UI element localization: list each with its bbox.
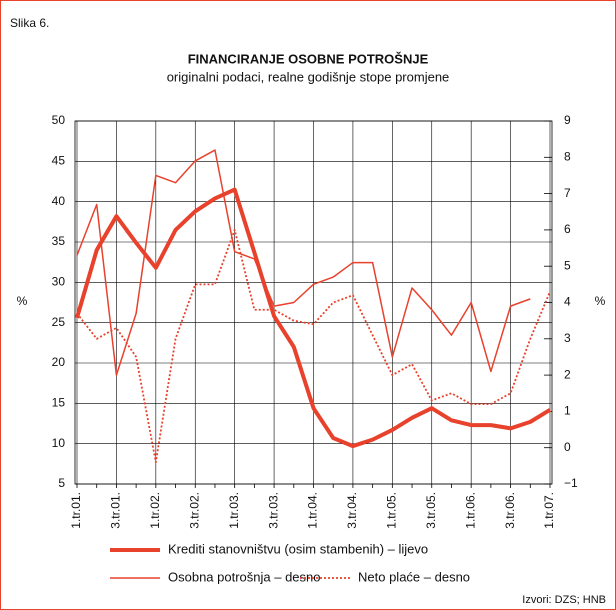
y2-tick-label: −1	[564, 476, 578, 490]
y2-tick-label: 7	[564, 186, 571, 200]
y-axis-label: %	[17, 294, 28, 308]
y2-tick-label: 4	[564, 295, 571, 309]
y2-tick-label: 8	[564, 149, 571, 163]
x-tick-label: 3.tr.06.	[503, 492, 517, 529]
x-tick-label: 3.tr.03.	[266, 492, 280, 529]
y2-tick-label: 1	[564, 404, 571, 418]
y2-tick-label: 3	[564, 331, 571, 345]
y2-axis-label: %	[595, 294, 606, 308]
x-tick-label: 3.tr.02.	[187, 492, 201, 529]
plot-frame	[74, 120, 553, 485]
source: Izvori: DZS; HNB	[522, 594, 606, 606]
x-tick-label: 1.tr.04.	[306, 492, 320, 529]
y-tick-label: 15	[52, 396, 66, 410]
x-tick-label: 1.tr.05.	[385, 492, 399, 529]
y-tick-label: 40	[52, 194, 66, 208]
y2-tick-label: 2	[564, 367, 571, 381]
x-tick-label: 1.tr.01.	[69, 492, 83, 529]
y-tick-label: 35	[52, 234, 66, 248]
legend-label: Krediti stanovništvu (osim stambenih) – …	[168, 541, 428, 556]
y-tick-label: 5	[58, 476, 65, 490]
figure-label: Slika 6.	[10, 16, 49, 30]
x-tick-label: 1.tr.07.	[542, 492, 556, 529]
series-line	[76, 149, 531, 376]
y2-tick-label: 0	[564, 440, 571, 454]
y-tick-label: 50	[52, 113, 66, 127]
chart-title: FINANCIRANJE OSOBNE POTROŠNJE	[188, 51, 429, 66]
x-tick-label: 1.tr.06.	[463, 492, 477, 529]
y2-tick-label: 6	[564, 222, 571, 236]
x-tick-label: 1.tr.03.	[227, 492, 241, 529]
legend-label: Neto plaće – desno	[358, 569, 470, 584]
y-tick-label: 25	[52, 315, 66, 329]
x-tick-label: 3.tr.05.	[424, 492, 438, 529]
y-tick-label: 20	[52, 355, 66, 369]
x-tick-label: 3.tr.01.	[109, 492, 123, 529]
y2-tick-label: 5	[564, 258, 571, 272]
y2-tick-label: 9	[564, 113, 571, 127]
legend-label: Osobna potrošnja – desno	[168, 569, 321, 584]
series-line	[75, 187, 552, 449]
x-tick-label: 1.tr.02.	[148, 492, 162, 529]
series-line	[76, 229, 551, 464]
y-tick-label: 10	[52, 436, 66, 450]
x-tick-label: 3.tr.04.	[345, 492, 359, 529]
y-tick-label: 45	[52, 154, 66, 168]
chart-subtitle: originalni podaci, realne godišnje stope…	[167, 69, 450, 84]
y-tick-label: 30	[52, 275, 66, 289]
